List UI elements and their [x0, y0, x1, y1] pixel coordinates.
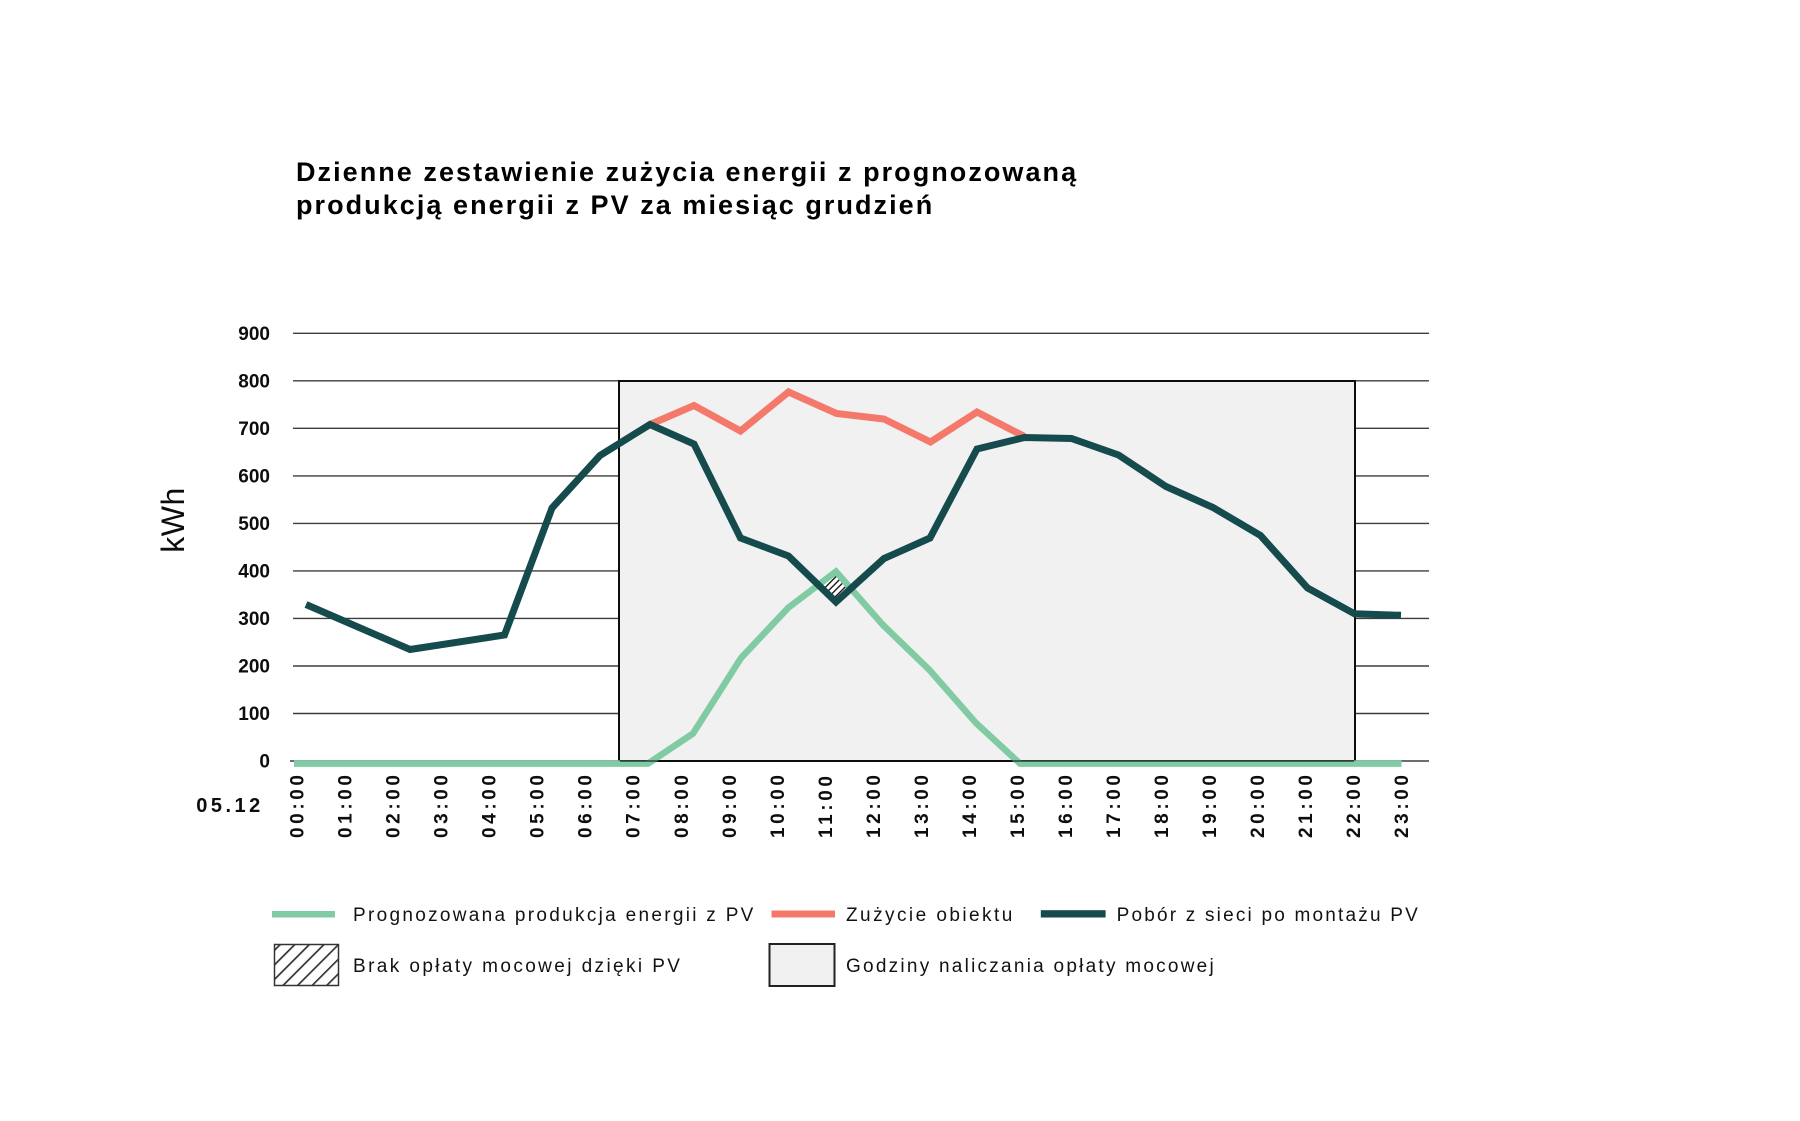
svg-text:100: 100: [238, 704, 270, 725]
svg-text:Zużycie obiektu: Zużycie obiektu: [846, 905, 1015, 926]
svg-text:13:00: 13:00: [912, 771, 933, 838]
svg-text:900: 900: [238, 324, 270, 345]
svg-text:19:00: 19:00: [1200, 771, 1221, 838]
svg-text:04:00: 04:00: [480, 771, 501, 838]
svg-text:300: 300: [238, 609, 270, 630]
svg-text:18:00: 18:00: [1152, 771, 1173, 838]
svg-text:22:00: 22:00: [1344, 771, 1365, 838]
svg-text:20:00: 20:00: [1248, 771, 1269, 838]
svg-text:kWh: kWh: [155, 487, 191, 553]
svg-text:07:00: 07:00: [624, 771, 645, 838]
svg-text:05.12: 05.12: [196, 795, 264, 817]
svg-text:200: 200: [238, 657, 270, 678]
svg-text:600: 600: [238, 467, 270, 488]
svg-text:0: 0: [259, 752, 270, 773]
svg-text:16:00: 16:00: [1056, 771, 1077, 838]
svg-text:06:00: 06:00: [576, 771, 597, 838]
svg-text:17:00: 17:00: [1104, 771, 1125, 838]
svg-text:05:00: 05:00: [528, 771, 549, 838]
svg-text:12:00: 12:00: [864, 771, 885, 838]
svg-text:01:00: 01:00: [336, 771, 357, 838]
svg-text:Godziny naliczania opłaty moco: Godziny naliczania opłaty mocowej: [846, 956, 1216, 977]
svg-text:400: 400: [238, 562, 270, 583]
svg-text:03:00: 03:00: [432, 771, 453, 838]
svg-text:700: 700: [238, 419, 270, 440]
svg-text:produkcją energii z PV za mies: produkcją energii z PV za miesiąc grudzi…: [296, 190, 934, 220]
svg-text:Prognozowana produkcja energii: Prognozowana produkcja energii z PV: [353, 905, 756, 926]
svg-text:Pobór z sieci po montażu PV: Pobór z sieci po montażu PV: [1117, 905, 1420, 926]
svg-text:800: 800: [238, 372, 270, 393]
svg-text:11:00: 11:00: [816, 772, 837, 838]
svg-text:00:00: 00:00: [288, 771, 309, 838]
svg-text:14:00: 14:00: [960, 771, 981, 838]
svg-text:15:00: 15:00: [1008, 771, 1029, 838]
svg-text:Dzienne zestawienie zużycia en: Dzienne zestawienie zużycia energii z pr…: [296, 157, 1078, 187]
svg-text:08:00: 08:00: [672, 771, 693, 838]
svg-text:10:00: 10:00: [768, 771, 789, 838]
svg-text:23:00: 23:00: [1392, 771, 1413, 838]
svg-text:Brak opłaty mocowej dzięki PV: Brak opłaty mocowej dzięki PV: [353, 956, 682, 977]
svg-text:02:00: 02:00: [384, 771, 405, 838]
svg-text:09:00: 09:00: [720, 771, 741, 838]
svg-text:21:00: 21:00: [1296, 771, 1317, 838]
svg-text:500: 500: [238, 514, 270, 535]
